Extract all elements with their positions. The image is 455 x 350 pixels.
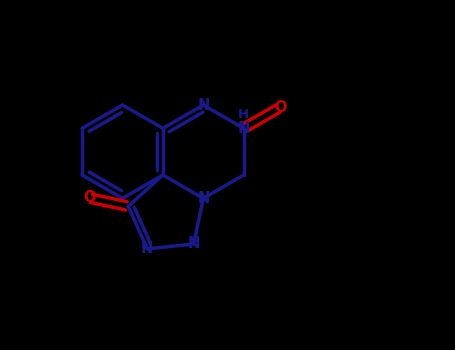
Text: N: N [197, 98, 209, 112]
Text: N: N [187, 237, 200, 252]
Text: O: O [274, 100, 286, 115]
Text: H: H [238, 108, 249, 121]
Text: N: N [238, 121, 250, 136]
Text: N: N [197, 191, 209, 206]
Text: N: N [141, 241, 153, 256]
Text: O: O [83, 190, 96, 205]
